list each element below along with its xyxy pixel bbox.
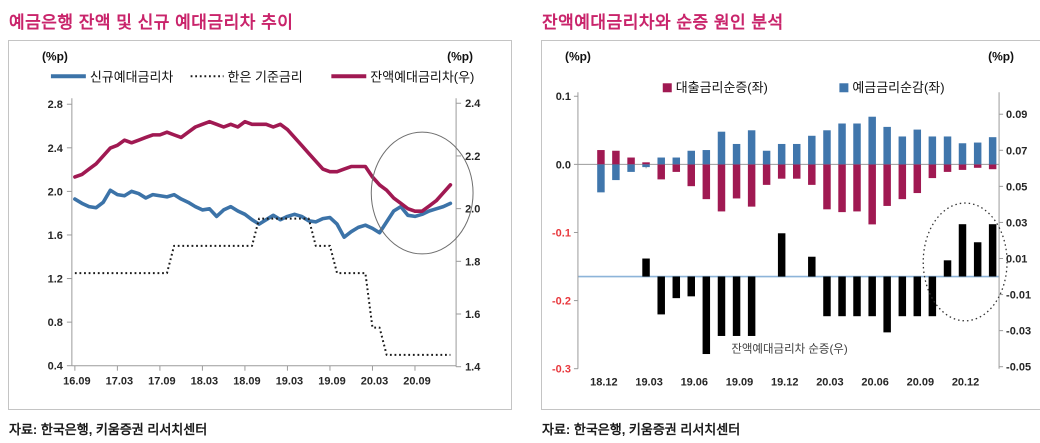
svg-text:18.12: 18.12 [590, 377, 617, 389]
svg-text:16.09: 16.09 [63, 376, 90, 388]
svg-text:17.09: 17.09 [148, 376, 175, 388]
panel-left-spread-trend: 예금은행 잔액 및 신규 예대금리차 추이 2.8 2.4 2.0 1.6 1.2 0.8… [8, 6, 512, 438]
svg-text:2.2: 2.2 [465, 151, 480, 163]
line-chart-svg: 2.8 2.4 2.0 1.6 1.2 0.8 0.4 2.4 2.2 2.0 1.8 1.6 1.4 1… [42, 49, 481, 388]
svg-text:0.03: 0.03 [1006, 217, 1027, 229]
left-chart-box: 2.8 2.4 2.0 1.6 1.2 0.8 0.4 2.4 2.2 2.0 1.8 1.6 1.4 1… [8, 40, 512, 410]
svg-text:0.1: 0.1 [556, 91, 571, 103]
svg-text:20.09: 20.09 [403, 376, 430, 388]
svg-text:17.03: 17.03 [106, 376, 133, 388]
svg-text:20.06: 20.06 [861, 377, 888, 389]
svg-text:(%p): (%p) [42, 49, 68, 63]
svg-text:19.09: 19.09 [318, 376, 345, 388]
panel-right-cause-analysis: 잔액예대금리차와 순증 원인 분석 0.1 0.0 -0.1 -0.2 -0.3 0.09… [541, 6, 1040, 438]
svg-text:20.03: 20.03 [361, 376, 388, 388]
svg-text:잔액예대금리차 순증(우): 잔액예대금리차 순증(우) [731, 343, 848, 356]
svg-text:(%p): (%p) [447, 49, 473, 63]
svg-text:0.09: 0.09 [1006, 109, 1027, 121]
svg-text:(%p): (%p) [988, 49, 1014, 63]
svg-text:-0.1: -0.1 [552, 227, 571, 239]
svg-text:-0.3: -0.3 [552, 364, 571, 376]
svg-text:0.4: 0.4 [48, 361, 64, 373]
svg-text:0.0: 0.0 [556, 159, 571, 171]
svg-text:2.0: 2.0 [465, 204, 480, 216]
svg-text:-0.05: -0.05 [1006, 362, 1031, 374]
svg-text:대출금리순증(좌): 대출금리순증(좌) [676, 80, 768, 95]
svg-text:19.03: 19.03 [635, 377, 662, 389]
svg-text:잔액예대금리차(우): 잔액예대금리차(우) [370, 69, 474, 84]
right-chart-title: 잔액예대금리차와 순증 원인 분석 [542, 13, 784, 32]
svg-text:0.07: 0.07 [1006, 145, 1027, 157]
svg-text:1.6: 1.6 [48, 230, 63, 242]
svg-text:19.12: 19.12 [771, 377, 798, 389]
left-chart-title: 예금은행 잔액 및 신규 예대금리차 추이 [9, 13, 294, 32]
svg-text:19.09: 19.09 [726, 377, 753, 389]
svg-text:2.8: 2.8 [48, 99, 63, 111]
svg-text:18.09: 18.09 [233, 376, 260, 388]
svg-text:-0.03: -0.03 [1006, 326, 1031, 338]
svg-text:1.8: 1.8 [465, 256, 480, 268]
svg-text:20.09: 20.09 [907, 377, 934, 389]
svg-text:신규예대금리차: 신규예대금리차 [90, 69, 174, 84]
svg-text:0.8: 0.8 [48, 317, 63, 329]
svg-text:1.2: 1.2 [48, 274, 63, 286]
svg-text:예금금리순감(좌): 예금금리순감(좌) [852, 80, 944, 95]
svg-text:2.0: 2.0 [48, 186, 63, 198]
svg-text:-0.2: -0.2 [552, 296, 571, 308]
svg-text:2.4: 2.4 [48, 143, 64, 155]
right-chart-source: 자료: 한국은행, 키움증권 리서치센터 [542, 422, 741, 437]
svg-text:0.01: 0.01 [1006, 253, 1027, 265]
svg-text:-0.01: -0.01 [1006, 290, 1031, 302]
svg-text:19.06: 19.06 [681, 377, 708, 389]
svg-text:1.4: 1.4 [465, 362, 481, 374]
svg-text:한은 기준금리: 한은 기준금리 [228, 69, 303, 84]
svg-text:2.4: 2.4 [465, 98, 481, 110]
left-chart-source: 자료: 한국은행, 키움증권 리서치센터 [9, 422, 208, 437]
svg-text:20.12: 20.12 [952, 377, 979, 389]
svg-text:(%p): (%p) [565, 49, 591, 63]
bar-chart-svg: 0.1 0.0 -0.1 -0.2 -0.3 0.09 0.07 0.05 0.03 0.01 -0… [552, 49, 1031, 389]
svg-text:0.05: 0.05 [1006, 181, 1027, 193]
svg-text:20.03: 20.03 [816, 377, 843, 389]
svg-text:18.03: 18.03 [191, 376, 218, 388]
right-chart-box: 0.1 0.0 -0.1 -0.2 -0.3 0.09 0.07 0.05 0.03 0.01 -0… [541, 40, 1040, 410]
svg-text:19.03: 19.03 [276, 376, 303, 388]
svg-text:1.6: 1.6 [465, 309, 480, 321]
